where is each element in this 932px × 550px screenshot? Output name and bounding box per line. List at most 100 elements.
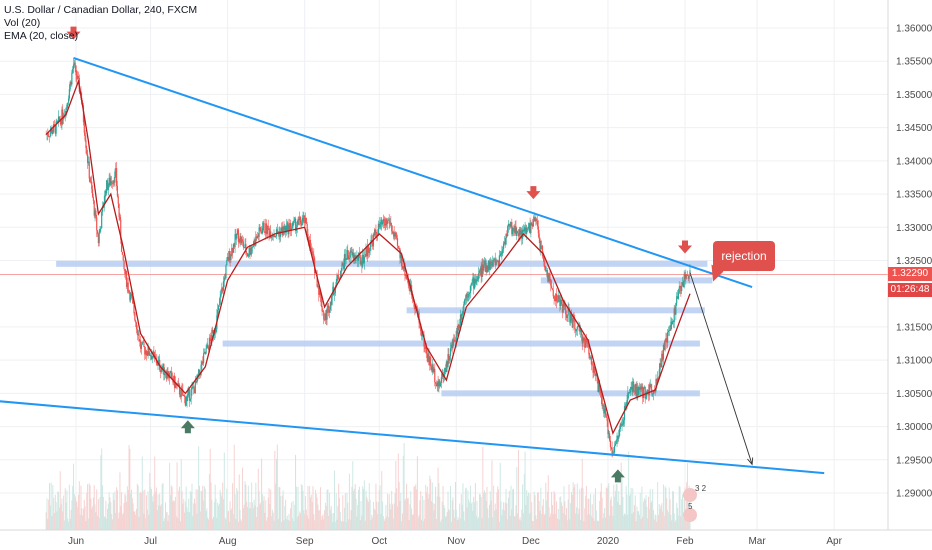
candle-body [489,261,491,270]
price-level-band[interactable] [406,307,705,314]
candle-body [675,303,677,315]
volume-bar [51,515,53,530]
volume-bar [676,502,678,530]
volume-bar [667,512,669,530]
candle-body [436,382,438,386]
trendlines[interactable] [0,56,825,475]
candle-body [101,206,104,212]
candle-body [213,333,215,336]
volume-bar [435,518,437,530]
price-level-band[interactable] [222,340,700,347]
volume-bar [441,501,443,530]
volume-bar [483,490,485,530]
candle-body [128,291,130,293]
support-arrow [180,420,195,434]
volume-bar [208,519,210,530]
volume-bar [155,491,157,530]
candle-body [348,257,351,260]
candle-body [381,219,383,225]
volume-bar [372,517,374,530]
candle-body [259,227,261,231]
projection-arrow[interactable] [689,272,753,465]
price-tick-label: 1.34500 [896,123,932,134]
candle-body [424,346,426,349]
price-level-band[interactable] [441,390,700,397]
candle-body [319,290,322,296]
candle-body [147,346,149,356]
time-axis[interactable]: Jun Jul Aug Sep Oct Nov Dec 2020 Feb Mar Apr [68,536,843,547]
candle-body [258,227,260,237]
candle-body [370,240,372,247]
volume-bar [114,491,116,530]
volume-bar [167,520,169,530]
volume-bar [604,517,606,530]
candle-body [86,148,88,155]
candle-body [435,382,437,384]
volume-bar [447,491,449,530]
price-level-band[interactable] [56,260,708,267]
price-tick-label: 1.36000 [896,24,932,35]
volume-legend[interactable]: Vol (20) [4,17,41,29]
volume-bar [53,513,55,530]
volume-bar [188,498,190,530]
volume-bar [528,513,530,530]
candle-body [562,306,564,313]
candle-body [402,268,404,270]
volume-bar [196,513,198,530]
volume-bar [526,490,528,530]
volume-bar [242,508,244,530]
candle-body [123,260,125,269]
volume-bar [632,488,634,530]
candle-body [178,384,181,395]
volume-bar [363,480,365,530]
candle-body [188,389,190,392]
volume-bar [435,486,437,530]
volume-bar [135,508,137,530]
price-axis[interactable]: 1.365001.360001.355001.350001.345001.340… [896,0,932,500]
candle-body [154,353,156,356]
volume-bar [624,514,626,530]
volume-bar [561,502,563,530]
volume-bar [507,519,509,530]
candle-body [205,348,207,354]
volume-bar [50,482,52,530]
ema-legend[interactable]: EMA (20, close) [4,30,79,42]
price-level-band[interactable] [540,277,713,284]
volume-bar [613,484,615,530]
candle-body [580,328,582,332]
volume-bar [491,460,493,530]
volume-bar [116,487,118,530]
trendline-lower[interactable] [0,397,825,475]
symbol-title[interactable]: U.S. Dollar / Canadian Dollar, 240, FXCM [4,4,198,16]
volume-bar [165,512,167,530]
volume-bar [128,445,130,530]
rejection-callout[interactable]: rejection [713,241,775,271]
candle-body [285,226,287,233]
volume-bar [570,492,572,530]
volume-bar [277,519,279,530]
candle-body [667,332,669,343]
candle-body [327,305,329,309]
volume-bar [246,501,248,530]
candle-body [575,329,577,332]
volume-bar [497,486,499,530]
volume-bar [352,461,354,530]
candle-body [649,384,651,386]
volume-bar [214,484,216,530]
candle-body [262,222,264,228]
candle-body [312,253,314,255]
candle-body [198,369,200,377]
volume-bar [373,508,375,530]
candle-body [488,260,491,270]
volume-bar [494,503,496,530]
volume-bar [662,511,664,530]
candle-body [352,252,354,256]
volume-bar [334,470,336,530]
volume-bar [329,492,331,530]
trendline-upper[interactable] [73,56,753,289]
candle-body [491,263,493,266]
volume-bar [478,516,480,530]
volume-bar [522,484,524,530]
candle-body [390,222,392,226]
